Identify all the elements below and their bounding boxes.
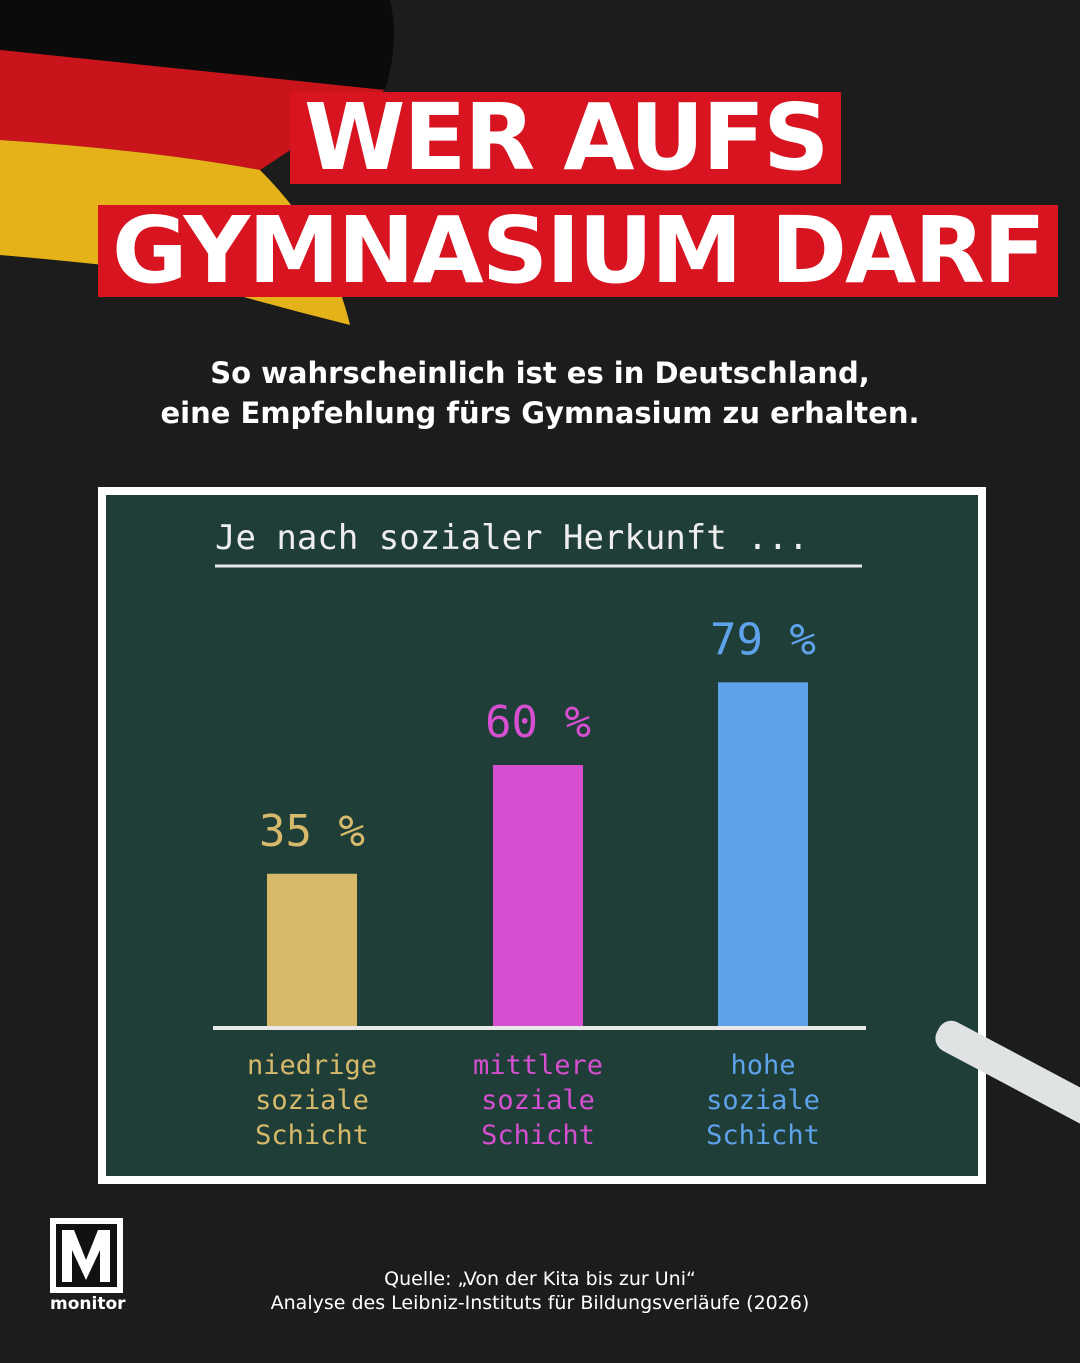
category-label: niedrige soziale Schicht [246, 1050, 378, 1151]
chalk [935, 1020, 1080, 1134]
subtitle-line: eine Empfehlung fürs Gymnasium zu erhalt… [160, 396, 920, 430]
value-label: 35 % [259, 806, 365, 857]
value-label: 60 % [485, 697, 591, 748]
bar [493, 765, 583, 1026]
value-label: 79 % [710, 614, 816, 665]
bar [718, 682, 808, 1026]
source-line: Analyse des Leibniz-Instituts für Bildun… [270, 1292, 810, 1314]
logo-m [62, 1230, 110, 1282]
chart-title: Je nach sozialer Herkunft ... [215, 518, 809, 558]
subtitle-line: So wahrscheinlich ist es in Deutschland, [210, 356, 870, 390]
logo-text: monitor [50, 1294, 126, 1314]
source-line: Quelle: „Von der Kita bis zur Uni“ [384, 1268, 696, 1290]
category-label: hohe soziale Schicht [706, 1050, 820, 1151]
category-label: mittlere soziale Schicht [472, 1050, 604, 1151]
bar [267, 873, 357, 1026]
title-line: WER AUFS [290, 92, 842, 184]
title-line: GYMNASIUM DARF [98, 205, 1058, 297]
